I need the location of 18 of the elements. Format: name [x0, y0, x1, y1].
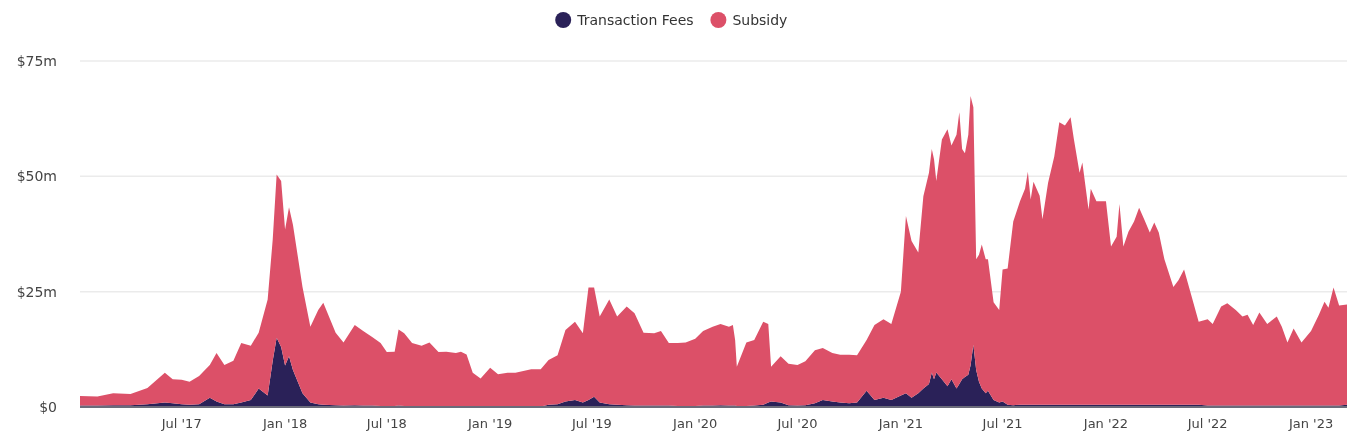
x-tick-label: Jul '18 — [365, 416, 407, 431]
x-tick-label: Jan '19 — [467, 416, 513, 431]
x-tick-label: Jan '23 — [1287, 416, 1334, 431]
x-tick-label: Jan '21 — [877, 416, 924, 431]
legend-label: Transaction Fees — [576, 12, 694, 28]
x-tick-label: Jul '20 — [776, 416, 818, 431]
y-tick-label: $25m — [16, 283, 57, 300]
x-tick-label: Jan '22 — [1082, 416, 1129, 431]
legend-label: Subsidy — [732, 12, 788, 28]
x-tick-label: Jan '20 — [672, 416, 718, 431]
x-tick-label: Jul '21 — [981, 416, 1023, 431]
y-tick-label: $50m — [16, 168, 57, 185]
x-tick-label: Jul '17 — [160, 416, 202, 431]
y-tick-label: $0 — [39, 398, 57, 415]
x-tick-label: Jan '18 — [261, 416, 308, 431]
y-tick-label: $75m — [16, 52, 57, 69]
x-tick-label: Jul '22 — [1186, 416, 1228, 431]
x-tick-label: Jul '19 — [570, 416, 612, 431]
